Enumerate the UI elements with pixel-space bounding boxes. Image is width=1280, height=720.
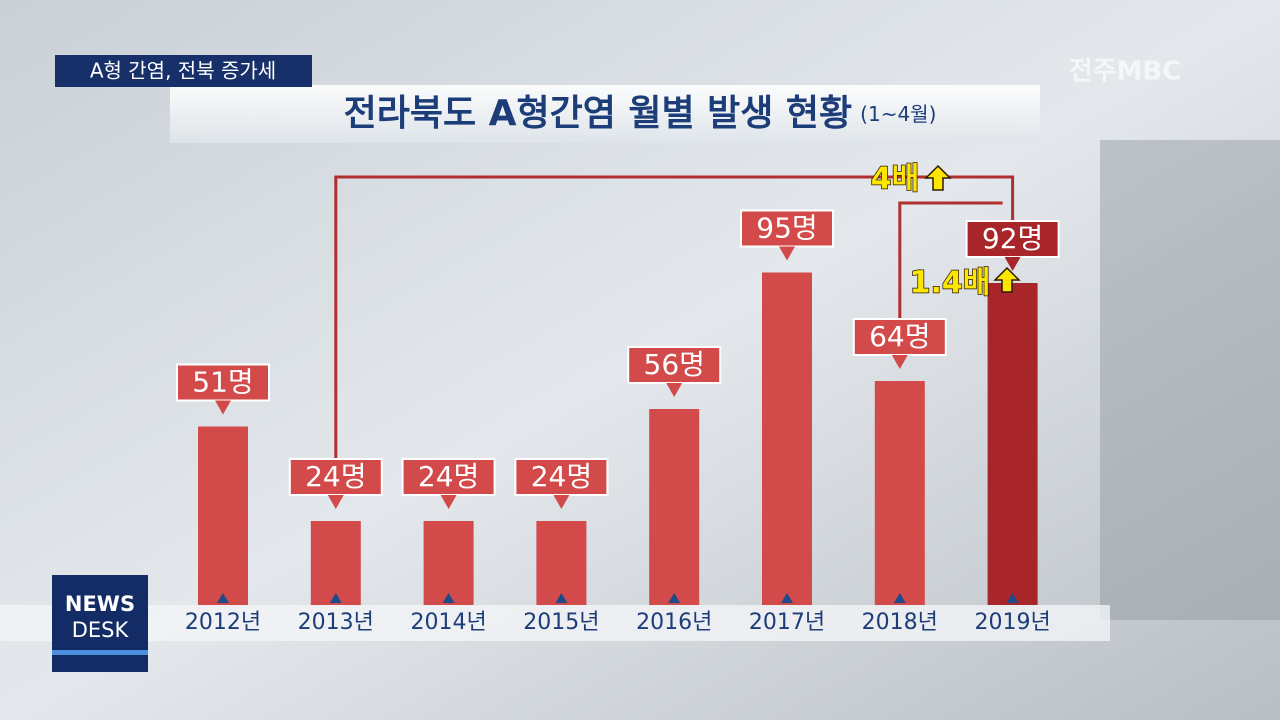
x-tick-label: 2013년 — [298, 610, 374, 635]
bar-marker — [668, 593, 681, 603]
value-label-pointer — [553, 495, 570, 509]
title-band — [170, 85, 1040, 143]
x-tick-label: 2015년 — [523, 610, 599, 635]
annotation: 4배 — [871, 162, 919, 197]
x-tick-label: 2014년 — [410, 610, 486, 635]
value-label: 56명 — [644, 348, 705, 381]
x-tick-label: 2018년 — [862, 610, 938, 635]
bar-marker — [1006, 593, 1019, 603]
bar — [987, 283, 1038, 605]
annotation: 1.4배 — [910, 266, 991, 301]
chart-subtitle: (1~4월) — [860, 102, 936, 126]
title-group: 전라북도 A형간염 월별 발생 현황 (1~4월) — [344, 93, 937, 134]
value-label-box — [401, 458, 496, 496]
background-figure — [1100, 140, 1280, 620]
badge-top: NEWS — [65, 592, 135, 616]
caption: A형 간염, 전북 증가세 — [90, 59, 276, 83]
bar-marker — [893, 593, 906, 603]
bar — [423, 521, 474, 605]
x-tick-label: 2017년 — [749, 610, 825, 635]
logo: 전주MBC — [1069, 57, 1182, 87]
bar — [762, 272, 812, 605]
value-label-pointer — [1004, 257, 1021, 271]
bar-marker — [781, 593, 793, 603]
bar — [310, 521, 361, 605]
value-label-pointer — [891, 355, 908, 369]
caption-box — [55, 55, 312, 87]
bar-marker — [329, 593, 342, 603]
bar — [649, 409, 700, 605]
bar-marker — [217, 593, 229, 603]
value-label: 24명 — [531, 460, 592, 493]
value-label: 95명 — [756, 212, 817, 245]
chart-title: 전라북도 A형간염 월별 발생 현황 — [344, 93, 853, 134]
axis-band — [0, 605, 1110, 641]
x-tick-label: 2016년 — [636, 610, 712, 635]
value-label: 51명 — [192, 366, 253, 399]
badge-stripe — [52, 650, 148, 655]
value-label: 24명 — [418, 460, 479, 493]
up-arrow — [993, 266, 1021, 293]
plot: 51명 2012년 24명 2013년 24명 2014년 24명 2015년 56명 2016년… — [176, 161, 1060, 635]
bar-marker — [555, 593, 568, 603]
value-label-pointer — [215, 400, 231, 415]
value-label-box — [176, 363, 270, 402]
up-arrow — [924, 164, 952, 191]
value-label: 24명 — [305, 460, 366, 493]
bracket-line — [334, 175, 1015, 459]
value-label: 92명 — [982, 222, 1043, 255]
value-label: 64명 — [869, 320, 930, 353]
value-label-pointer — [440, 495, 457, 509]
bar — [874, 381, 925, 605]
bar — [198, 426, 248, 605]
badge-bottom: DESK — [72, 618, 130, 642]
value-label-box — [627, 346, 722, 384]
bar-marker — [442, 593, 455, 603]
x-tick-label: 2019년 — [974, 610, 1050, 635]
x-tick-label: 2012년 — [185, 610, 261, 635]
bracket-line — [898, 201, 1003, 319]
value-label-pointer — [779, 246, 795, 261]
badge-box — [52, 575, 148, 672]
value-label-pointer — [666, 383, 683, 397]
bar — [536, 521, 587, 605]
value-label-box — [740, 209, 834, 248]
value-label-pointer — [327, 495, 344, 509]
value-label-box — [288, 458, 383, 496]
